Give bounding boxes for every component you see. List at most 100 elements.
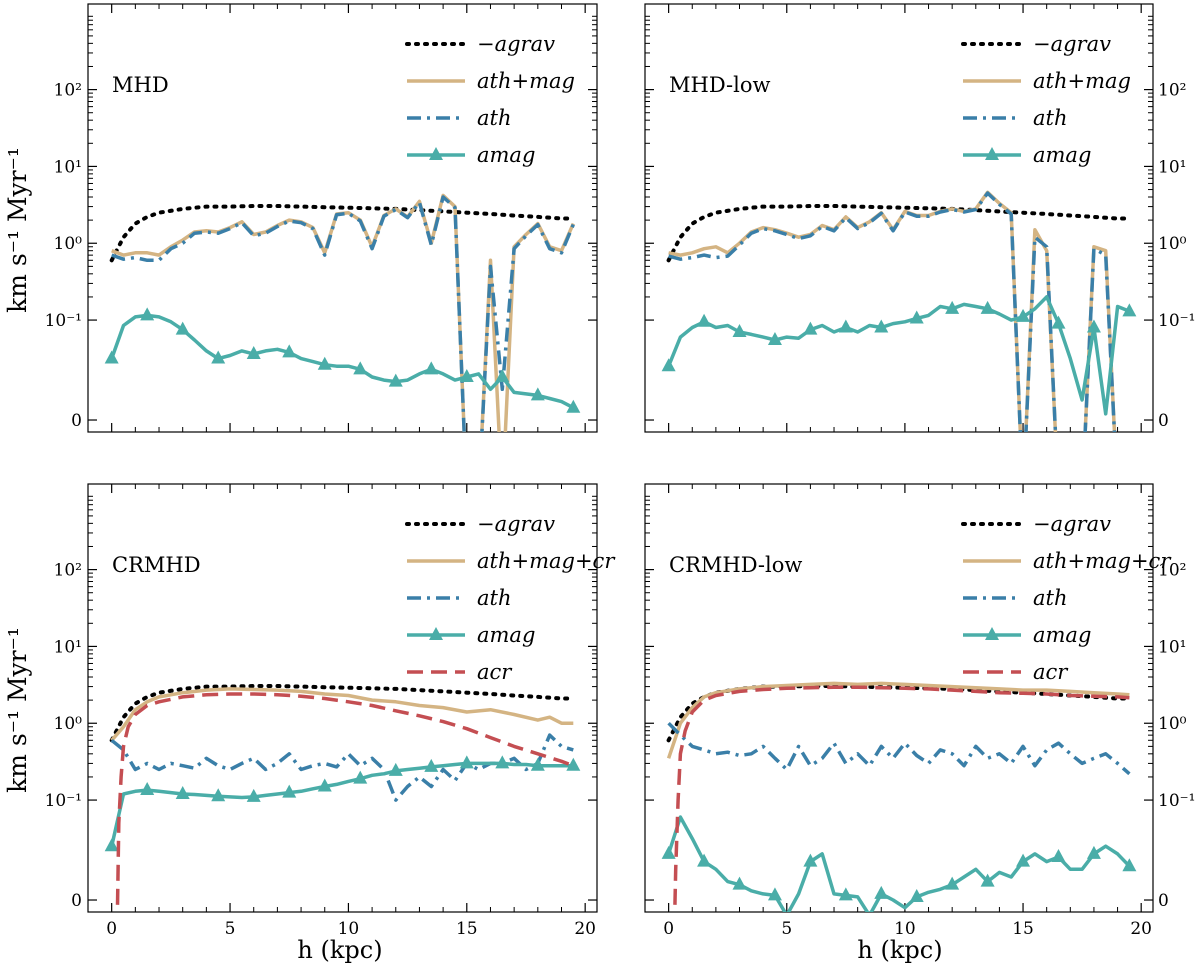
data-point [661, 845, 676, 859]
x-tick-label: 5 [781, 919, 792, 939]
legend-label: −agrav [1033, 32, 1111, 56]
series-line-amag [666, 815, 1131, 912]
data-point [104, 838, 119, 852]
plot-frame [644, 483, 1154, 913]
data-point [530, 757, 545, 771]
series-line-−agrav [109, 684, 576, 743]
series-line-acr [673, 685, 1130, 912]
x-tick-label: 10 [338, 919, 360, 939]
legend-marker [429, 627, 443, 640]
plot-frame [87, 3, 598, 433]
data-point [980, 873, 995, 887]
data-point [1086, 319, 1101, 333]
series-group [661, 190, 1137, 432]
data-point [1122, 858, 1137, 872]
data-point [1016, 308, 1031, 322]
series-group [104, 684, 581, 912]
data-point [732, 876, 747, 890]
data-point [803, 853, 818, 867]
plot-frame [644, 3, 1154, 433]
legend-label: ath+mag [477, 69, 575, 93]
data-point [697, 313, 712, 327]
series-line-amag [666, 295, 1131, 416]
x-tick-label: 0 [663, 919, 674, 939]
data-point [495, 368, 510, 382]
y-axis-label-top: km s⁻¹ Myr⁻¹ [3, 147, 32, 313]
series-line-ath [111, 195, 575, 432]
data-point [140, 307, 155, 321]
legend-label: −agrav [477, 512, 555, 536]
data-point [1016, 853, 1031, 867]
series-line-ath+mag [668, 190, 1117, 432]
data-point [697, 853, 712, 867]
legend-label: acr [477, 660, 513, 684]
data-point [838, 319, 853, 333]
series-line-ath [668, 191, 1117, 432]
data-point [246, 788, 261, 802]
y-tick-label: 10⁰ [54, 234, 83, 254]
x-tick-label: 5 [225, 919, 236, 939]
series-line-ath [667, 721, 1131, 776]
data-point [459, 755, 474, 769]
data-point [945, 876, 960, 890]
x-tick-label: 0 [106, 919, 117, 939]
series-line-−agrav [666, 684, 1132, 743]
y-tick-label: 10² [1158, 81, 1186, 101]
data-point [140, 782, 155, 796]
data-point [353, 770, 368, 784]
series-line-amag [110, 313, 575, 410]
series-group [661, 681, 1137, 912]
legend-label: amag [1033, 143, 1091, 167]
y-tick-label: 10² [54, 561, 82, 581]
data-point [909, 888, 924, 902]
series-line-ath [110, 733, 574, 802]
data-point [317, 778, 332, 792]
legend-marker [429, 147, 443, 160]
y-tick-label: 10⁰ [1158, 714, 1187, 734]
plot-frame [87, 483, 598, 913]
data-point [353, 361, 368, 375]
series-group [104, 193, 581, 432]
data-point [495, 755, 510, 769]
data-point [661, 358, 676, 372]
y-axis-label-bottom: km s⁻¹ Myr⁻¹ [3, 627, 32, 793]
y-tick-label: 10⁰ [1158, 234, 1187, 254]
y-tick-label: 0 [71, 411, 82, 431]
data-point [874, 319, 889, 333]
data-point [803, 321, 818, 335]
data-point [211, 788, 226, 802]
data-point [1086, 845, 1101, 859]
legend-label: acr [1033, 660, 1069, 684]
y-tick-label: 0 [1158, 891, 1169, 911]
series-line-−agrav [666, 204, 1132, 263]
data-point [1051, 848, 1066, 862]
data-point [980, 300, 995, 314]
data-point [732, 323, 747, 337]
panel-1: 0 10⁻¹ 10⁰ 10¹ 10² MHD −agrav ath+mag ath amag [45, 3, 598, 433]
x-axis-label-right: h (kpc) [857, 936, 942, 964]
legend-label: amag [477, 623, 535, 647]
y-tick-label: 10² [1158, 561, 1186, 581]
legend-label: ath+mag [1033, 69, 1131, 93]
y-tick-label: 10¹ [1158, 637, 1186, 657]
data-point [838, 887, 853, 901]
legend-label: −agrav [1033, 512, 1111, 536]
panel-4: 0 5 10 15 20 0 10⁻¹ 10⁰ 10¹ 10² CRMHD-low −agrav ath… [644, 483, 1195, 939]
legend-label: amag [1033, 623, 1091, 647]
legend-label: ath [1033, 106, 1067, 130]
legend-marker [985, 147, 999, 160]
data-point [530, 387, 545, 401]
data-point [1122, 303, 1137, 317]
legend-label: ath+mag+cr [1033, 549, 1172, 573]
y-tick-label: 10⁻¹ [45, 791, 82, 811]
data-point [566, 757, 581, 771]
y-tick-label: 10⁻¹ [1158, 791, 1195, 811]
x-tick-label: 15 [456, 919, 478, 939]
panel-2: 0 10⁻¹ 10⁰ 10¹ 10² MHD-low −agrav ath+mag ath ama… [644, 3, 1195, 433]
data-point [211, 350, 226, 364]
x-tick-label: 20 [574, 919, 596, 939]
legend-label: amag [477, 143, 535, 167]
series-line-amag [109, 761, 574, 847]
data-point [388, 762, 403, 776]
y-tick-label: 10⁻¹ [1158, 311, 1195, 331]
